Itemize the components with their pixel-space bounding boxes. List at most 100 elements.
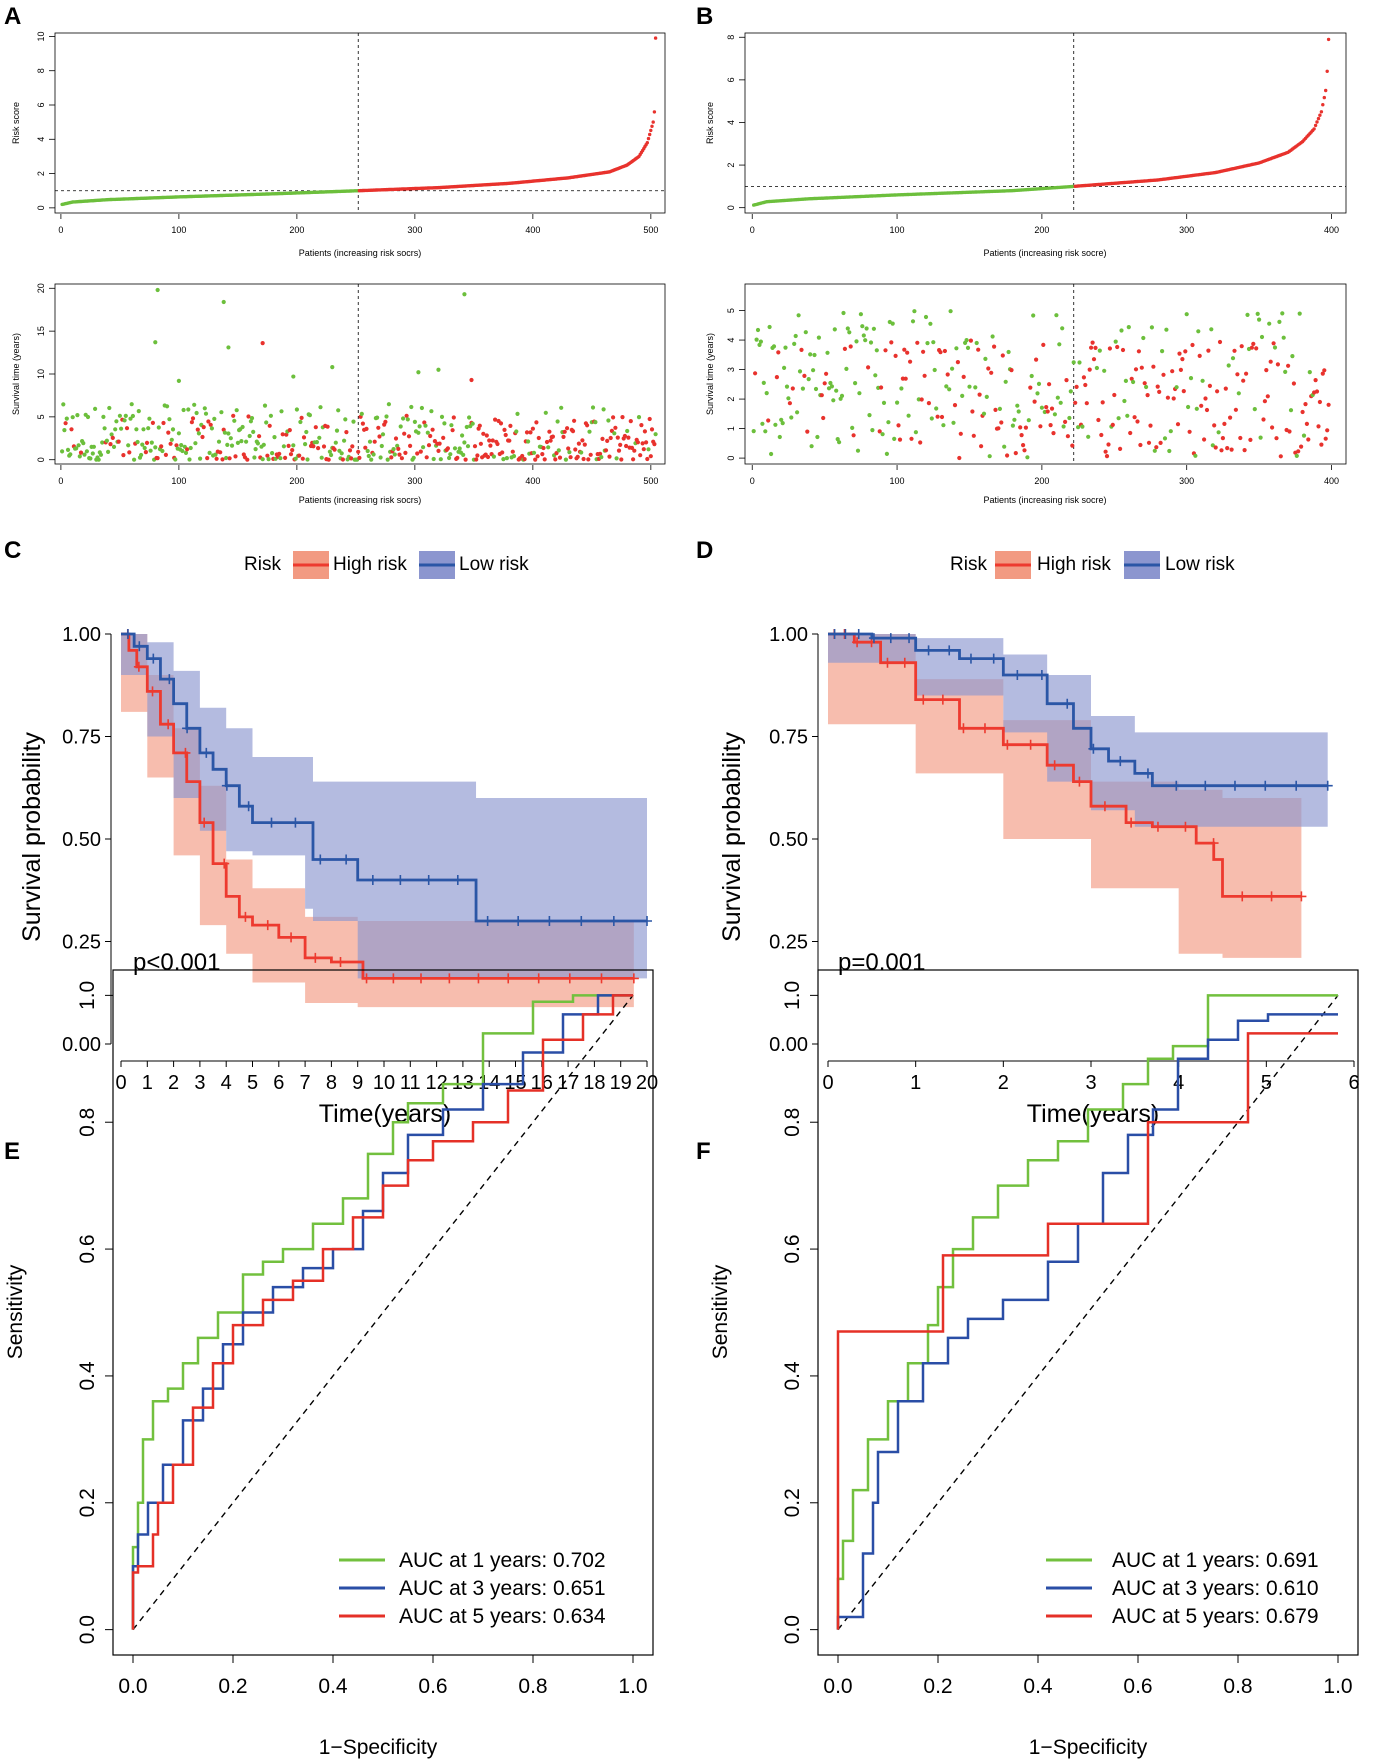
survival-point — [110, 435, 115, 440]
survival-point — [437, 441, 442, 446]
survival-point — [873, 373, 878, 378]
x-tick-label: 100 — [890, 225, 905, 235]
censor-mark — [882, 657, 893, 668]
survival-point — [993, 407, 998, 412]
survival-point — [1096, 417, 1101, 423]
y-tick-label: 10 — [36, 31, 46, 41]
x-axis-label: Patients (increasing risk socrs) — [299, 495, 422, 505]
survival-point — [235, 440, 240, 445]
survival-point — [1297, 311, 1302, 316]
y-tick-label: 10 — [36, 369, 46, 379]
survival-point — [950, 366, 955, 371]
survival-point — [339, 451, 344, 456]
survival-point — [871, 326, 877, 331]
y-axis-label: Survival probability — [18, 732, 46, 942]
survival-point — [1065, 434, 1070, 439]
survival-point — [935, 414, 940, 419]
survival-point — [889, 340, 894, 345]
axis-ticks: 0.000.250.500.751.000 1 2 3 4 5 6 — [769, 624, 1360, 1094]
risk-score-point — [650, 124, 654, 128]
survival-point — [1002, 444, 1007, 449]
y-tick-label: 0.6 — [76, 1234, 99, 1263]
survival-point — [1245, 312, 1250, 317]
survival-point — [965, 345, 971, 350]
x-tick-label: 10 — [373, 1072, 395, 1094]
survival-point — [771, 344, 777, 349]
survival-point — [861, 333, 866, 338]
survival-point — [1041, 342, 1046, 347]
survival-point — [555, 419, 560, 424]
censor-mark — [452, 875, 463, 885]
survival-point — [280, 432, 285, 437]
axis-ticks: 0 100 200 300 400 0 2 4 6 8 — [726, 35, 1339, 235]
survival-point — [899, 386, 904, 391]
censor-mark — [1322, 780, 1333, 791]
survival-point — [63, 421, 68, 426]
survival-point — [248, 419, 253, 424]
survival-point — [391, 447, 396, 452]
survival-point — [203, 411, 209, 416]
x-tick-label: 200 — [1034, 476, 1049, 486]
survival-point — [359, 411, 364, 416]
survival-point — [867, 413, 872, 418]
diagonal-reference-line — [837, 994, 1339, 1631]
survival-point — [954, 346, 959, 351]
risk-score-point — [1319, 110, 1324, 114]
x-tick-label: 3 — [1085, 1072, 1096, 1094]
survival-point — [1151, 364, 1156, 369]
survival-point — [932, 367, 937, 373]
survival-point — [979, 444, 984, 449]
survival-point — [893, 353, 898, 358]
survival-point — [1158, 440, 1163, 445]
survival-point — [442, 421, 447, 426]
risk-score-point — [1315, 120, 1319, 124]
survival-point — [349, 456, 354, 461]
y-axis-label: Survival time (years) — [705, 333, 715, 415]
censor-mark — [266, 817, 277, 828]
survival-point — [1131, 379, 1136, 385]
survival-point — [1219, 448, 1224, 453]
survival-point — [825, 350, 830, 355]
survival-point — [822, 381, 827, 386]
survival-point — [1128, 430, 1133, 436]
censor-mark — [918, 694, 929, 705]
survival-point — [855, 448, 861, 453]
survival-point — [445, 446, 450, 451]
survival-point — [240, 424, 245, 430]
survival-point — [1067, 415, 1072, 421]
censor-mark — [221, 780, 232, 791]
survival-point — [1275, 362, 1280, 367]
survival-point — [1051, 431, 1056, 436]
censor-mark — [388, 973, 399, 984]
survival-point — [1314, 389, 1320, 394]
survival-point — [977, 392, 982, 397]
survival-point — [1094, 365, 1099, 371]
survival-point — [403, 450, 408, 455]
survival-point — [227, 456, 232, 461]
plot-frame — [744, 283, 1347, 465]
survival-point — [439, 414, 445, 419]
survival-point — [611, 415, 616, 420]
survival-point — [428, 433, 433, 439]
y-tick-label: 0.0 — [781, 1615, 804, 1644]
x-tick-label: 1.0 — [618, 1675, 647, 1698]
x-tick-label: 0 — [58, 225, 63, 235]
censor-mark — [201, 747, 212, 758]
survival-point — [268, 413, 273, 418]
survival-point — [1036, 381, 1042, 386]
y-tick-label: 1.0 — [76, 981, 99, 1010]
survival-point — [895, 400, 900, 405]
survival-point — [1148, 423, 1153, 428]
survival-curve-low-risk — [121, 632, 647, 923]
survival-point — [474, 457, 479, 462]
survival-point — [163, 452, 168, 457]
legend-label-1-year: AUC at 1 years: 0.691 — [1112, 1549, 1319, 1572]
data-marks — [745, 33, 1346, 213]
survival-point — [1322, 368, 1327, 373]
survival-point — [218, 450, 223, 455]
survival-point — [1055, 395, 1060, 400]
survival-point — [585, 423, 590, 428]
survival-point — [1209, 327, 1214, 332]
panel-f-roc: 0.0 0.2 0.4 0.6 0.8 1.0 0.0 0.2 0.4 0.6 0.8 1.0 AUC… — [709, 969, 1359, 1759]
